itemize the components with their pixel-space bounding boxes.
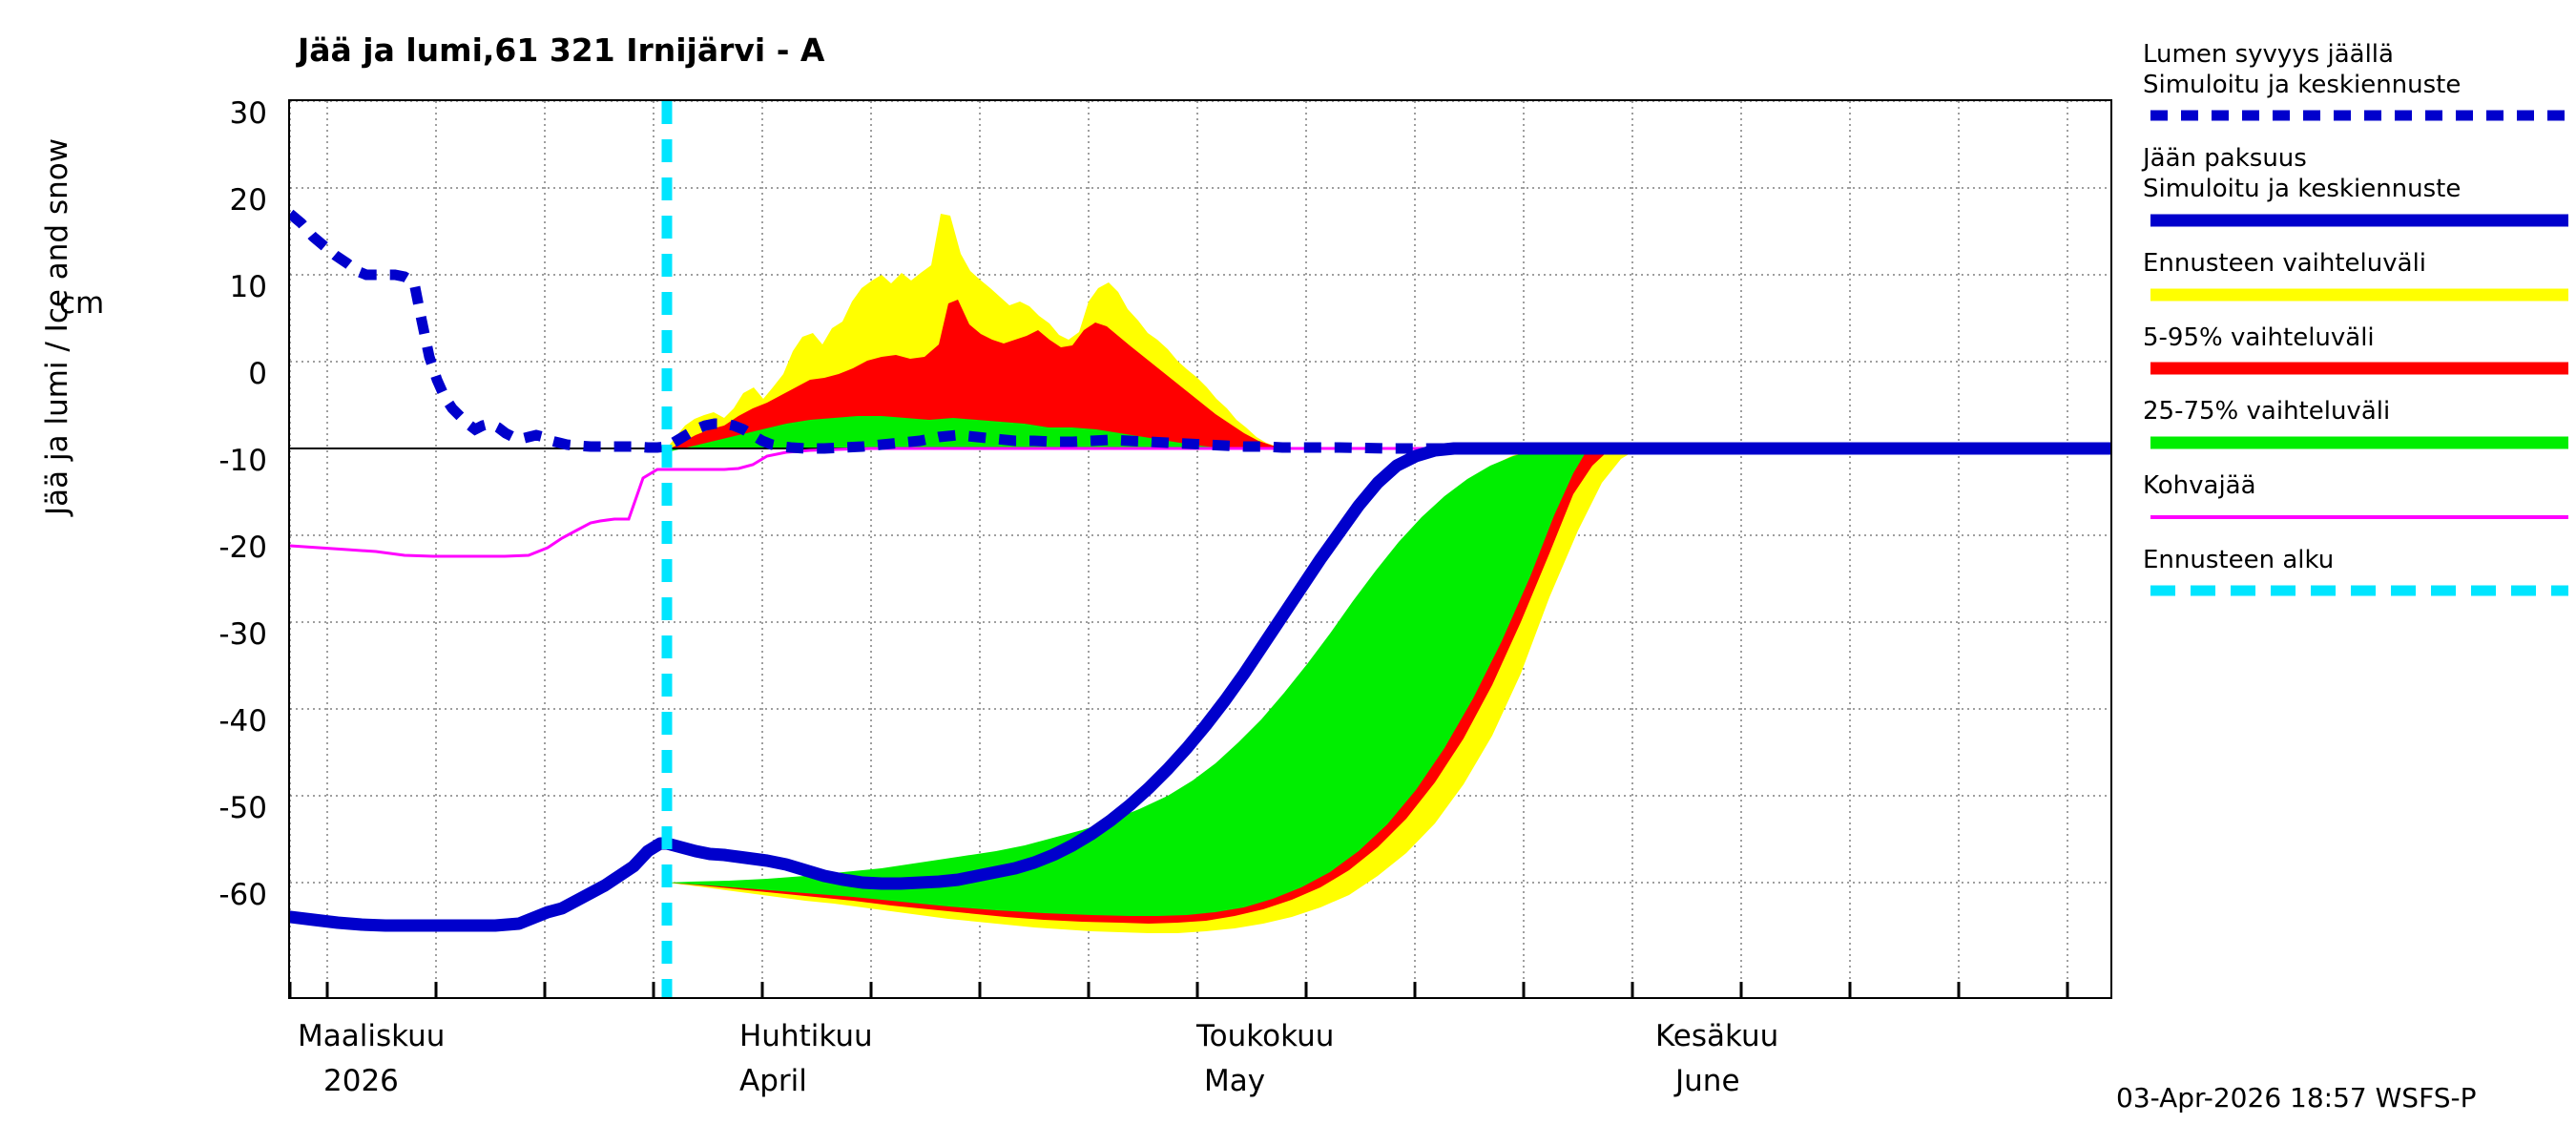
legend-title: Ennusteen vaihteluväli bbox=[2143, 248, 2427, 278]
y-tick: -50 bbox=[218, 791, 267, 825]
x-tick-label: Huhtikuu bbox=[739, 1019, 873, 1053]
y-tick: 30 bbox=[229, 96, 267, 131]
footer-timestamp: 03-Apr-2026 18:57 WSFS-P bbox=[2116, 1082, 2477, 1114]
legend-swatch-snow-depth bbox=[2150, 107, 2572, 132]
y-tick: -10 bbox=[218, 444, 267, 478]
band-red-snow bbox=[667, 300, 2110, 450]
legend-item-snow-depth: Lumen syvyys jäällä Simuloitu ja keskien… bbox=[2143, 40, 2572, 132]
page-title: Jää ja lumi,61 321 Irnijärvi - A bbox=[298, 31, 825, 69]
legend-item-5-95: 5-95% vaihteluväli bbox=[2143, 323, 2572, 385]
y-axis-ticks: 30 20 10 0 -10 -20 -30 -40 -50 -60 bbox=[124, 0, 267, 1145]
legend-swatch-kohvajaa bbox=[2150, 509, 2572, 533]
y-tick: -20 bbox=[218, 531, 267, 565]
legend-subtitle: Simuloitu ja keskiennuste bbox=[2143, 70, 2462, 99]
legend-item-forecast-range: Ennusteen vaihteluväli bbox=[2143, 249, 2572, 311]
x-tick-label: Kesäkuu bbox=[1655, 1019, 1779, 1053]
y-tick: -60 bbox=[218, 878, 267, 912]
legend-swatch-ice-thickness bbox=[2150, 212, 2572, 237]
series-kohvajaa bbox=[290, 447, 2110, 558]
band-green-snow bbox=[667, 416, 2110, 452]
y-tick: -30 bbox=[218, 617, 267, 652]
y-tick: 10 bbox=[229, 270, 267, 304]
x-tick-sublabel: April bbox=[739, 1064, 807, 1098]
legend-swatch-5-95 bbox=[2150, 360, 2572, 385]
x-tick-sublabel: 2026 bbox=[323, 1064, 399, 1098]
legend-title: 25-75% vaihteluväli bbox=[2143, 397, 2391, 427]
axis-ticks bbox=[290, 982, 2069, 997]
series-snow-depth bbox=[290, 209, 2110, 454]
y-tick: 20 bbox=[229, 183, 267, 218]
series-ice-thickness bbox=[290, 442, 2110, 932]
legend-title: Lumen syvyys jäällä bbox=[2143, 40, 2394, 69]
x-tick-label: Maaliskuu bbox=[298, 1019, 446, 1053]
y-axis-unit-label: cm bbox=[59, 286, 105, 321]
legend-swatch-forecast-start bbox=[2150, 582, 2572, 607]
legend-title: Ennusteen alku bbox=[2143, 545, 2335, 574]
legend-item-ice-thickness: Jään paksuus Simuloitu ja keskiennuste bbox=[2143, 144, 2572, 236]
legend-subtitle: Simuloitu ja keskiennuste bbox=[2143, 175, 2462, 204]
legend-title: Jään paksuus bbox=[2143, 144, 2307, 174]
plot-area bbox=[288, 99, 2112, 999]
legend-title: 5-95% vaihteluväli bbox=[2143, 323, 2375, 352]
x-tick-sublabel: June bbox=[1675, 1064, 1740, 1098]
legend-swatch-forecast-range bbox=[2150, 286, 2572, 311]
legend-title: Kohvajää bbox=[2143, 471, 2256, 501]
legend-item-forecast-start: Ennusteen alku bbox=[2143, 546, 2572, 608]
chart-legend: Lumen syvyys jäällä Simuloitu ja keskien… bbox=[2143, 40, 2572, 619]
y-tick: -40 bbox=[218, 704, 267, 739]
legend-item-kohvajaa: Kohvajää bbox=[2143, 471, 2572, 533]
legend-swatch-25-75 bbox=[2150, 434, 2572, 459]
chart-svg bbox=[290, 101, 2110, 997]
y-tick: 0 bbox=[248, 357, 267, 391]
x-tick-label: Toukokuu bbox=[1196, 1019, 1335, 1053]
band-green-ice bbox=[667, 448, 1592, 916]
x-tick-sublabel: May bbox=[1204, 1064, 1266, 1098]
legend-item-25-75: 25-75% vaihteluväli bbox=[2143, 397, 2572, 459]
